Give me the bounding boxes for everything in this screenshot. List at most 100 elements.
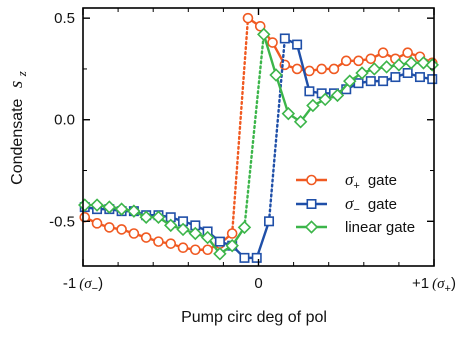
data-point bbox=[79, 211, 91, 223]
data-point bbox=[281, 106, 296, 121]
data-point bbox=[304, 65, 315, 77]
data-point bbox=[264, 216, 275, 227]
x-tick-label-sub: + bbox=[445, 283, 451, 295]
data-point bbox=[365, 53, 377, 65]
data-point bbox=[202, 244, 213, 256]
data-point bbox=[90, 198, 104, 212]
legend-label-sub: − bbox=[353, 204, 359, 216]
data-point bbox=[304, 86, 315, 97]
data-point bbox=[251, 252, 262, 263]
x-tick-label-sub: − bbox=[92, 283, 98, 295]
data-point bbox=[176, 222, 190, 237]
data-point bbox=[128, 228, 140, 239]
data-point bbox=[340, 55, 352, 67]
data-point bbox=[414, 72, 425, 83]
data-point bbox=[330, 88, 345, 103]
data-point bbox=[226, 228, 238, 239]
data-point bbox=[104, 222, 115, 233]
data-point bbox=[379, 60, 394, 74]
data-point bbox=[316, 63, 327, 75]
legend-label: σ+ gate bbox=[345, 170, 397, 192]
data-point bbox=[343, 74, 357, 88]
x-tick-label-paren: (σ bbox=[432, 276, 445, 292]
data-point bbox=[390, 72, 401, 83]
y-axis-label-prefix: Condensate bbox=[9, 98, 26, 184]
data-point bbox=[140, 232, 152, 243]
legend-marker bbox=[306, 174, 317, 186]
data-point bbox=[165, 238, 177, 249]
legend-label-symbol: σ bbox=[345, 194, 354, 213]
legend-label-text: linear gate bbox=[345, 219, 415, 236]
data-point bbox=[114, 202, 129, 216]
x-tick-label: -1 (σ−) bbox=[63, 275, 103, 295]
data-point bbox=[328, 63, 340, 75]
legend-marker bbox=[306, 199, 317, 210]
data-point bbox=[404, 56, 418, 70]
series-line-lower bbox=[84, 205, 271, 260]
data-point bbox=[279, 33, 290, 44]
data-point bbox=[200, 230, 215, 245]
data-point bbox=[116, 224, 127, 235]
y-axis-label: Condensate s z bbox=[6, 71, 29, 185]
data-point bbox=[225, 238, 239, 253]
data-point bbox=[269, 68, 283, 82]
legend-label: σ− gate bbox=[345, 194, 397, 216]
data-point bbox=[267, 37, 278, 48]
data-point bbox=[254, 20, 266, 32]
x-tick-label-close: ) bbox=[98, 275, 103, 292]
series-jump-dotted bbox=[230, 16, 250, 235]
x-tick-label-value: -1 bbox=[63, 275, 76, 292]
ticks-layer: 0.50.0-0.5-1 (σ−) 0 +1 (σ+) bbox=[49, 8, 456, 295]
series-jump-dotted bbox=[267, 37, 287, 223]
series-line-upper bbox=[247, 17, 433, 73]
data-point bbox=[291, 63, 303, 75]
data-point bbox=[188, 226, 203, 241]
legend-label-suffix: gate bbox=[368, 196, 397, 213]
data-point bbox=[353, 55, 364, 67]
x-tick-label-value: 0 bbox=[254, 275, 262, 292]
data-point bbox=[353, 78, 364, 89]
data-point bbox=[306, 98, 320, 113]
data-point bbox=[416, 56, 431, 70]
data-point bbox=[318, 92, 332, 107]
data-point bbox=[237, 220, 252, 235]
legend-marker bbox=[304, 220, 319, 234]
y-tick-label: -0.5 bbox=[49, 213, 75, 230]
data-point bbox=[365, 76, 376, 87]
series-jump-dotted bbox=[243, 33, 265, 229]
data-point bbox=[402, 68, 413, 79]
data-point bbox=[78, 198, 92, 212]
data-point bbox=[378, 76, 389, 87]
legend-label-symbol: σ bbox=[345, 170, 354, 189]
data-point bbox=[367, 62, 382, 76]
data-point bbox=[292, 39, 303, 50]
data-point bbox=[102, 200, 117, 214]
x-axis-label: Pump circ deg of pol bbox=[181, 309, 327, 326]
data-point bbox=[239, 252, 250, 263]
series-linear bbox=[78, 27, 439, 261]
data-point bbox=[425, 58, 439, 72]
x-tick-label-value: +1 bbox=[412, 275, 429, 292]
data-point bbox=[293, 115, 308, 129]
data-point bbox=[392, 58, 406, 72]
data-point bbox=[213, 247, 227, 261]
data-point bbox=[151, 210, 166, 224]
x-tick-label: +1 (σ+) bbox=[412, 275, 456, 295]
data-point bbox=[164, 218, 178, 233]
legend-label-sub: + bbox=[353, 180, 359, 192]
y-tick-label: 0.0 bbox=[54, 112, 75, 129]
data-point bbox=[177, 242, 189, 254]
legend-entry-sigma-minus: σ− gate bbox=[296, 194, 397, 216]
data-point bbox=[91, 218, 103, 229]
y-axis-label-subscript: z bbox=[14, 71, 29, 77]
data-point bbox=[427, 74, 438, 85]
legend-label-suffix: gate bbox=[368, 172, 397, 189]
data-point bbox=[257, 27, 271, 42]
data-point bbox=[402, 47, 413, 58]
legend-entry-linear: linear gate bbox=[296, 219, 415, 236]
x-tick-label-paren: (σ bbox=[79, 276, 92, 292]
series-layer bbox=[78, 12, 439, 263]
